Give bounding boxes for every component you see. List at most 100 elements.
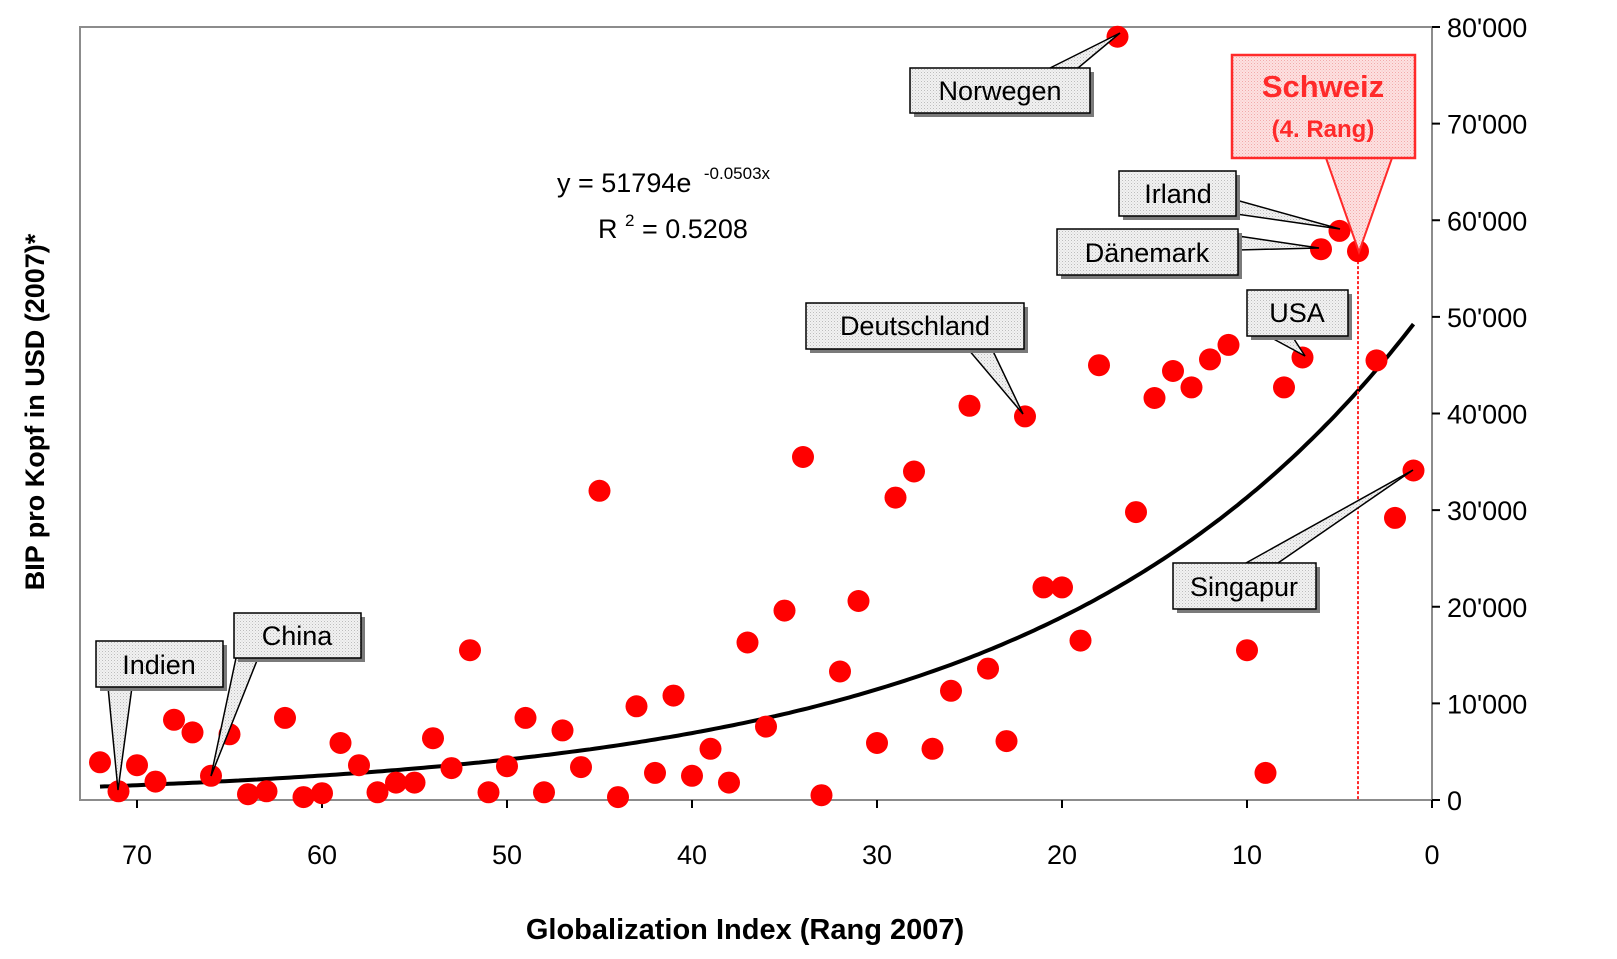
data-point <box>403 771 426 794</box>
equation-base: y = 51794e <box>557 168 691 198</box>
data-point <box>1402 459 1425 482</box>
y-axis-title: BIP pro Kopf in USD (2007)* <box>20 233 50 590</box>
x-tick-labels: 70 60 50 40 30 20 10 0 <box>122 840 1440 870</box>
data-point <box>1180 376 1203 399</box>
callout-subtitle: (4. Rang) <box>1272 116 1375 143</box>
data-point <box>311 782 333 805</box>
y-tick-label: 10'000 <box>1447 689 1527 719</box>
callout-label: Indien <box>122 650 196 680</box>
data-point <box>773 599 796 622</box>
data-point <box>958 394 981 417</box>
data-point <box>829 660 851 683</box>
data-point <box>903 460 925 483</box>
data-point <box>1365 349 1388 372</box>
x-tick-label: 70 <box>122 840 152 870</box>
callout-deutschland: Deutschland <box>805 302 1028 415</box>
y-tick-label: 0 <box>1447 786 1462 816</box>
data-point <box>1106 25 1129 48</box>
data-point <box>847 590 870 612</box>
callout-pointer <box>1237 235 1320 251</box>
data-point <box>884 486 907 509</box>
callout-box <box>1230 53 1417 160</box>
trendline <box>99 322 1416 789</box>
x-axis-title: Globalization Index (Rang 2007) <box>526 914 964 946</box>
callout-title: Schweiz <box>1262 69 1384 104</box>
equation-exponent: -0.0503x <box>704 164 771 183</box>
x-tick-label: 40 <box>677 840 707 870</box>
data-point <box>718 771 740 794</box>
data-point <box>126 754 148 777</box>
data-point <box>1328 219 1351 242</box>
r-squared-prefix: R <box>598 214 618 244</box>
data-point <box>1217 333 1240 356</box>
y-tick-label: 20'000 <box>1447 593 1527 623</box>
y-tick-label: 40'000 <box>1447 400 1527 430</box>
data-point <box>1014 405 1036 428</box>
data-point <box>1143 387 1166 409</box>
data-point <box>644 761 666 784</box>
callout-pointer <box>107 686 133 791</box>
callout-norwegen: Norwegen <box>909 32 1121 117</box>
x-tick-label: 10 <box>1232 840 1262 870</box>
y-tick-label: 70'000 <box>1447 110 1527 140</box>
data-point <box>866 732 888 754</box>
callout-label: Singapur <box>1190 572 1298 602</box>
data-point <box>921 737 944 760</box>
axis-ticks <box>136 26 1440 808</box>
data-point <box>181 721 204 744</box>
data-point <box>533 781 555 804</box>
data-point <box>1384 506 1406 529</box>
callout-box <box>233 612 362 659</box>
callout-label: USA <box>1269 298 1325 328</box>
x-tick-label: 60 <box>307 840 337 870</box>
callout-label: Dänemark <box>1085 238 1210 268</box>
data-point <box>940 679 962 702</box>
data-point <box>699 737 722 760</box>
data-point <box>681 764 703 787</box>
data-point <box>1199 348 1221 371</box>
data-point <box>237 783 259 806</box>
callout-indien: Indien <box>95 640 227 791</box>
data-point <box>1254 761 1277 784</box>
callout-schweiz: Schweiz (4. Rang) <box>1230 53 1417 256</box>
data-point <box>810 784 833 807</box>
callout-box <box>1246 289 1349 337</box>
callout-box <box>805 302 1025 350</box>
country-callouts: Norwegen Irland Dänemark Deutschland <box>95 32 1417 791</box>
data-point <box>662 684 685 707</box>
callout-label: China <box>262 621 334 651</box>
callout-box <box>909 67 1091 114</box>
data-point <box>736 631 759 654</box>
callout-daenemark: Dänemark <box>1056 228 1320 279</box>
data-point <box>385 771 407 794</box>
callout-label: Irland <box>1144 179 1212 209</box>
data-point <box>977 657 999 680</box>
data-point <box>1125 501 1147 524</box>
callout-label: Deutschland <box>840 311 990 341</box>
data-point <box>422 727 444 750</box>
data-point <box>89 751 111 774</box>
data-point <box>514 706 537 729</box>
callout-usa: USA <box>1246 289 1352 357</box>
data-point <box>1236 639 1258 662</box>
x-tick-label: 50 <box>492 840 522 870</box>
data-point <box>440 757 463 780</box>
data-point <box>1088 354 1110 377</box>
callout-irland: Irland <box>1118 170 1341 230</box>
data-point <box>1273 376 1295 399</box>
data-point <box>144 770 167 793</box>
data-point <box>107 780 130 803</box>
y-tick-label: 50'000 <box>1447 303 1527 333</box>
data-point <box>292 786 315 809</box>
equation-text: y = 51794e -0.0503x <box>557 164 771 198</box>
x-tick-label: 30 <box>862 840 892 870</box>
data-point <box>792 446 814 468</box>
callout-box <box>1118 170 1237 217</box>
data-point <box>348 754 370 777</box>
data-point <box>588 479 611 502</box>
callout-pointer <box>1049 32 1121 69</box>
data-point <box>477 781 500 804</box>
callout-label: Norwegen <box>938 76 1061 106</box>
callout-box <box>1172 562 1317 610</box>
